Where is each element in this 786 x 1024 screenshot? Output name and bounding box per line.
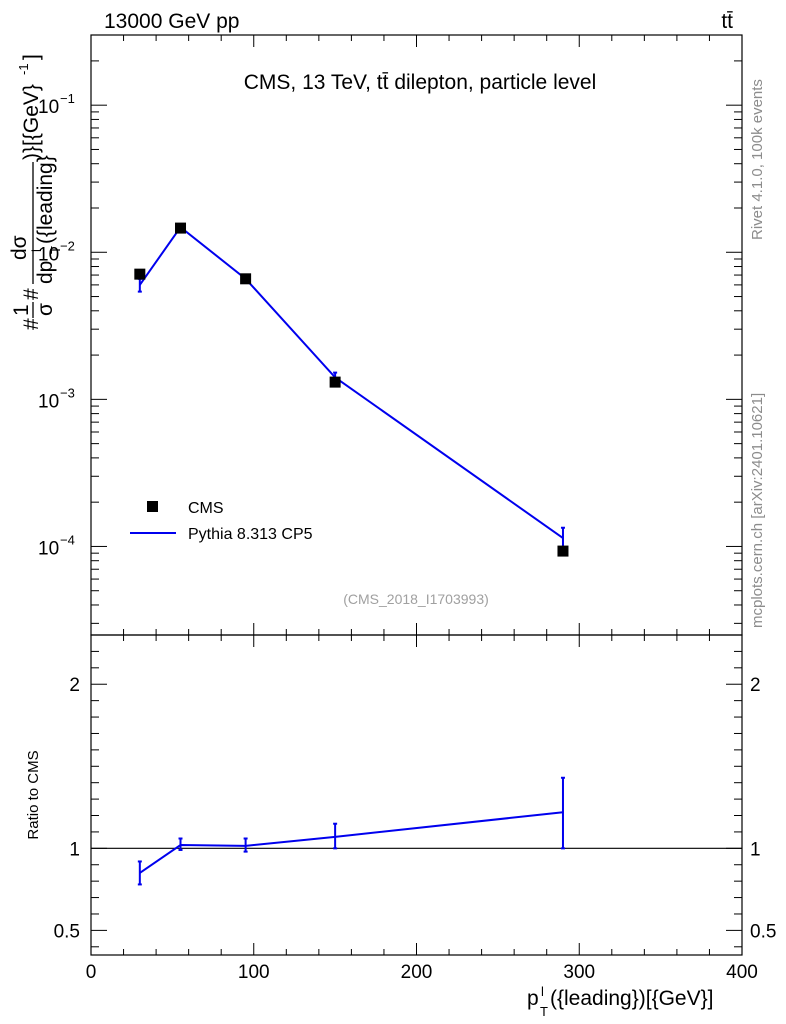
ylabel-sigma: σ [34, 303, 57, 316]
ylabel-close: ] [20, 54, 43, 60]
ylabel-sup-l: l [29, 249, 44, 252]
ratio-line [139, 811, 564, 874]
main-ytick-label-base: 10 [38, 391, 59, 412]
main-ytick-label-base: 10 [38, 538, 59, 559]
ylabel-sub-T: T [48, 246, 63, 254]
mc-line [139, 225, 564, 539]
main-ytick-label-exp: −3 [60, 385, 75, 400]
cms-data-point [175, 222, 187, 234]
cms-data-layer [134, 222, 569, 557]
mcplots-source-label: mcplots.cern.ch [arXiv:2401.10621] [749, 393, 766, 628]
ylabel-prefix: # [20, 318, 43, 330]
ratio-ytick-label-right: 2 [750, 675, 761, 696]
ratio-xtick-label: 100 [238, 962, 270, 983]
ratio-ytick-label-left: 2 [69, 675, 80, 696]
xlabel: p l T ({leading})[{GeV}] [527, 984, 713, 1019]
ylabel-denominator-tail: ({leading} [34, 155, 57, 244]
ylabel-numerator: dσ [8, 235, 31, 260]
legend-label-cms: CMS [188, 500, 224, 517]
ratio-axis-ticks [90, 635, 743, 955]
cms-data-point [557, 545, 569, 557]
ylabel-tail: )}[{GeV} [20, 84, 43, 160]
main-ytick-labels: 10−110−210−310−4 [38, 91, 75, 559]
main-ytick-label-exp: −2 [60, 238, 75, 253]
energy-label: 13000 GeV pp [104, 10, 239, 33]
ratio-ytick-label-right: 1 [750, 839, 761, 860]
ylabel-denominator: dp [34, 261, 57, 284]
legend-marker-cms [147, 501, 158, 512]
ylabel-exp: -1 [16, 63, 31, 75]
ratio-panel-frame [90, 634, 743, 956]
xlabel-p: p [527, 987, 539, 1010]
cms-data-point [134, 268, 146, 280]
main-ytick-label-exp: −4 [60, 532, 75, 547]
ratio-ytick-label-right: 0.5 [750, 921, 776, 942]
ratio-xtick-label: 300 [563, 962, 595, 983]
ratio-ytick-label-left: 0.5 [54, 921, 80, 942]
xlabel-tail: ({leading})[{GeV}] [550, 987, 713, 1010]
ratio-xtick-label: 0 [86, 962, 97, 983]
ratio-series-layer [137, 776, 565, 886]
ratio-xtick-label: 400 [726, 962, 758, 983]
main-ytick-label-exp: −1 [60, 91, 75, 106]
xlabel-sup-l: l [541, 984, 544, 999]
main-ylabel: # 1 σ # dσ dp l T ({leading} )}[{GeV} -1… [8, 54, 63, 330]
legend: CMS Pythia 8.313 CP5 [130, 500, 313, 543]
cms-data-point [240, 273, 252, 285]
ratio-xtick-label: 200 [401, 962, 433, 983]
cms-data-point [329, 376, 341, 388]
process-label: tt̄ [721, 10, 733, 33]
ylabel-hash: # [20, 288, 43, 300]
xlabel-sub-T: T [540, 1004, 548, 1019]
plot-title: CMS, 13 TeV, tt̄ dilepton, particle leve… [244, 71, 597, 94]
ratio-ytick-label-left: 1 [69, 839, 80, 860]
main-axis-ticks [90, 35, 743, 635]
main-ytick-label-base: 10 [38, 97, 59, 118]
rivet-version-label: Rivet 4.1.0, 100k events [749, 79, 766, 240]
main-ytick-label-base: 10 [38, 244, 59, 265]
ratio-ylabel: Ratio to CMS [25, 750, 42, 839]
legend-label-pythia: Pythia 8.313 CP5 [188, 526, 313, 543]
ylabel-one: 1 [10, 304, 33, 316]
ratio-ytick-labels: 0.5 0.5 1 1 2 2 [54, 675, 777, 942]
ratio-xtick-labels: 0 100 200 300 400 [86, 962, 758, 983]
main-panel-frame [90, 34, 743, 636]
analysis-watermark: (CMS_2018_I1703993) [343, 591, 489, 607]
